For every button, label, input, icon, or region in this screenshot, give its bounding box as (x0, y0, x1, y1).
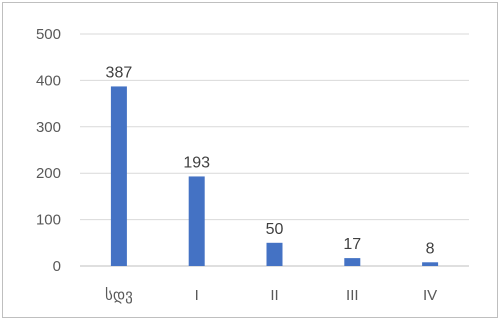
chart-frame: 0 100 200 300 400 500 387 193 50 17 8 სდვ I II III IV (2, 2, 498, 318)
bar (266, 242, 283, 266)
y-tick-label: 100 (36, 212, 61, 229)
x-tick-label: სდვ (105, 287, 133, 304)
bars (110, 86, 439, 266)
data-labels: 387 193 50 17 8 (106, 64, 435, 257)
bar (110, 86, 127, 266)
data-label: 8 (426, 240, 435, 257)
data-label: 50 (266, 221, 284, 238)
y-tick-label: 500 (36, 26, 61, 43)
data-label: 193 (183, 154, 210, 171)
y-tick-label: 300 (36, 119, 61, 136)
x-axis-ticks: სდვ I II III IV (105, 287, 437, 304)
y-tick-label: 400 (36, 72, 61, 89)
y-tick-label: 200 (36, 165, 61, 182)
bar (344, 258, 361, 266)
data-label: 387 (106, 64, 133, 81)
x-tick-label: I (195, 287, 199, 304)
data-label: 17 (343, 236, 361, 253)
x-tick-label: II (270, 287, 278, 304)
gridlines (80, 33, 469, 267)
bar (422, 262, 439, 266)
y-tick-label: 0 (53, 258, 61, 275)
y-axis-ticks: 0 100 200 300 400 500 (36, 26, 61, 275)
x-tick-label: IV (423, 287, 437, 304)
bar (188, 176, 205, 266)
x-tick-label: III (346, 287, 359, 304)
